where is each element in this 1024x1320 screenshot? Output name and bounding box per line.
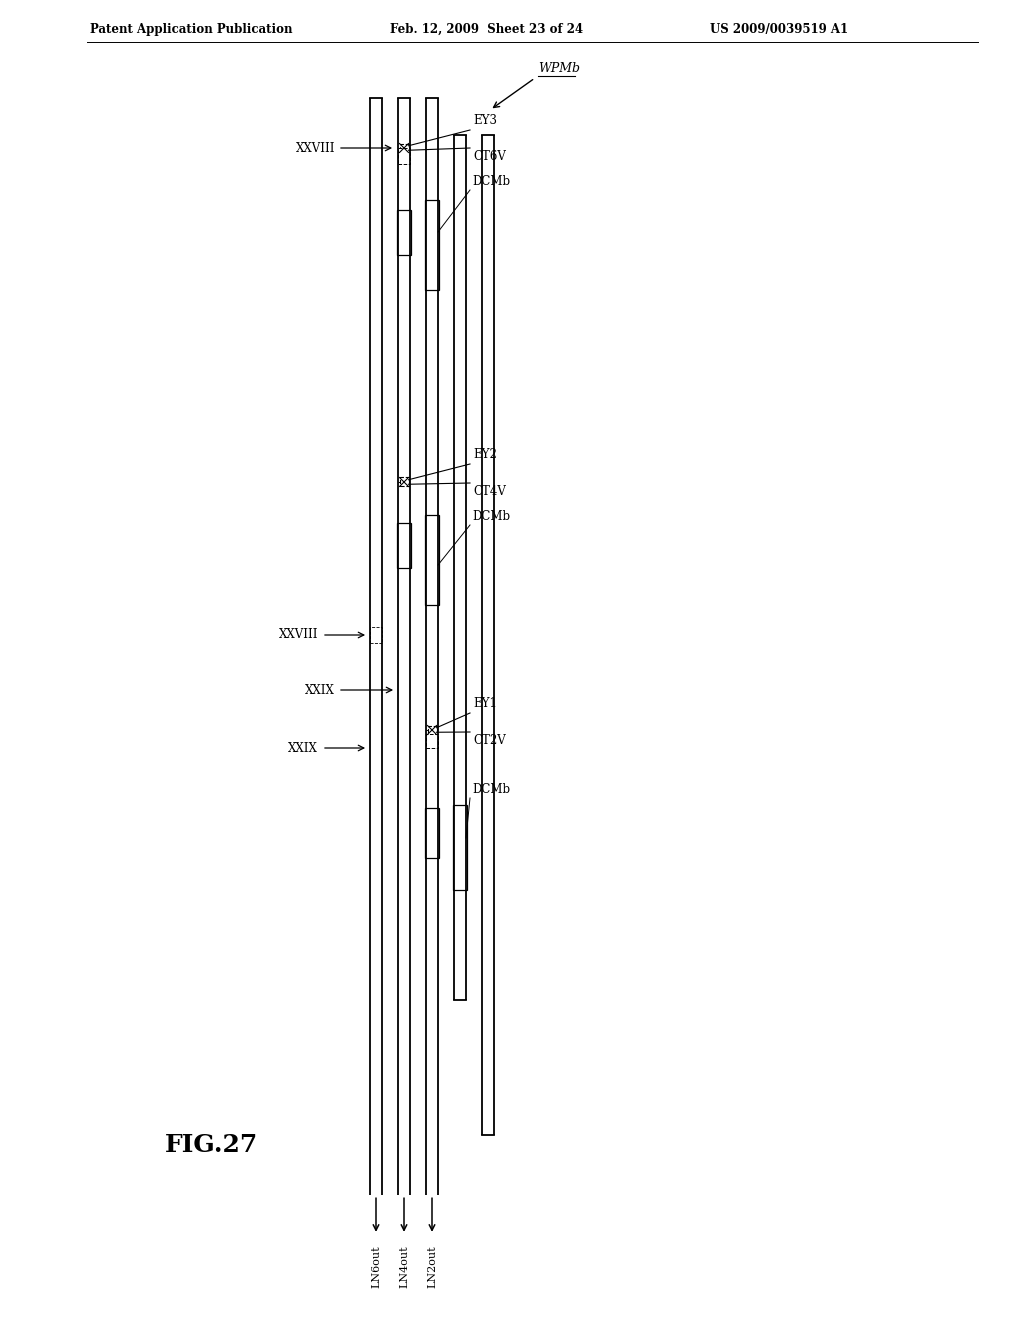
Text: EY1: EY1	[473, 697, 497, 710]
FancyBboxPatch shape	[399, 144, 409, 153]
Text: DCMb: DCMb	[472, 176, 510, 187]
Text: FIG.27: FIG.27	[165, 1133, 258, 1158]
Bar	[397, 210, 411, 255]
Bar	[453, 805, 467, 890]
Text: XXIX: XXIX	[288, 742, 318, 755]
Bar	[425, 515, 439, 605]
Text: US 2009/0039519 A1: US 2009/0039519 A1	[710, 22, 848, 36]
FancyBboxPatch shape	[399, 478, 409, 487]
Text: LN6out: LN6out	[371, 1245, 381, 1287]
Text: Patent Application Publication: Patent Application Publication	[90, 22, 293, 36]
Text: CT4V: CT4V	[473, 484, 506, 498]
Bar	[425, 201, 439, 290]
Text: LN2out: LN2out	[427, 1245, 437, 1287]
Bar	[370, 627, 382, 643]
Text: LN4out: LN4out	[399, 1245, 409, 1287]
Text: CT2V: CT2V	[473, 734, 506, 747]
Text: DCMb: DCMb	[472, 510, 510, 523]
Text: EY3: EY3	[473, 114, 497, 127]
Text: CT6V: CT6V	[473, 150, 506, 162]
Bar	[398, 148, 410, 164]
Text: XXVIII: XXVIII	[296, 141, 335, 154]
Text: Feb. 12, 2009  Sheet 23 of 24: Feb. 12, 2009 Sheet 23 of 24	[390, 22, 583, 36]
Text: WPMb: WPMb	[538, 62, 580, 75]
Bar	[397, 523, 411, 568]
FancyBboxPatch shape	[427, 726, 436, 734]
Text: XXVIII: XXVIII	[279, 628, 318, 642]
Text: XXIX: XXIX	[305, 684, 335, 697]
Text: EY2: EY2	[473, 447, 497, 461]
Text: DCMb: DCMb	[472, 783, 510, 796]
Bar	[426, 734, 438, 748]
Bar	[425, 808, 439, 858]
